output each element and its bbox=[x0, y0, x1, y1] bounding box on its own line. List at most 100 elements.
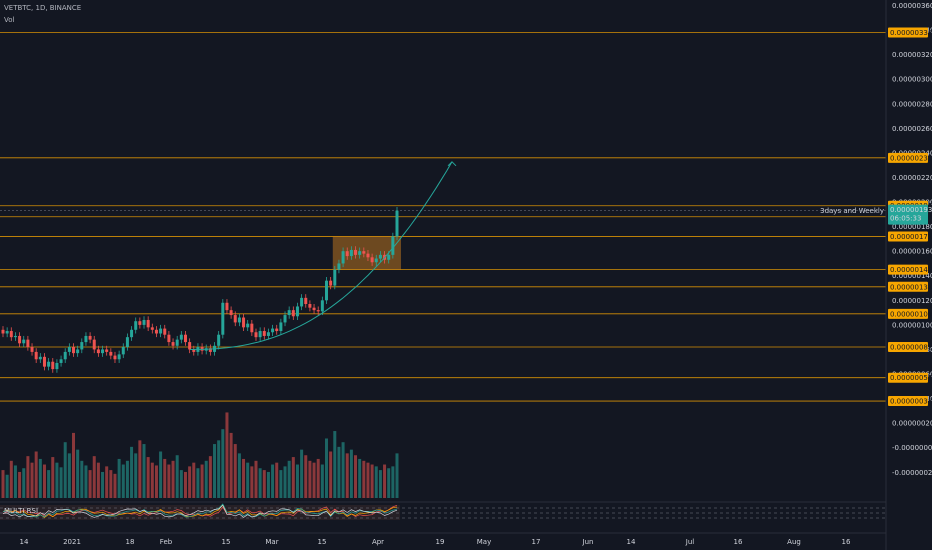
level-badge-bg bbox=[888, 27, 928, 38]
rsi-label: MULTI RSI bbox=[4, 507, 38, 515]
candle bbox=[42, 353, 46, 371]
rsi-line bbox=[2, 503, 398, 518]
price-axis-bg bbox=[886, 0, 932, 550]
candle-body bbox=[225, 302, 229, 311]
candle-body bbox=[92, 339, 96, 350]
volume-bar bbox=[59, 467, 63, 498]
current-price-bg bbox=[888, 204, 928, 225]
candle-body bbox=[67, 346, 71, 352]
candle bbox=[80, 338, 84, 354]
volume-bar bbox=[262, 470, 266, 498]
candle-body bbox=[80, 342, 84, 350]
candle bbox=[349, 246, 353, 260]
candle-body bbox=[308, 304, 312, 308]
candle-body bbox=[175, 339, 179, 346]
candle bbox=[250, 319, 254, 336]
candle bbox=[55, 359, 59, 373]
candle bbox=[308, 300, 312, 312]
volume-bar bbox=[67, 453, 71, 498]
candle-body bbox=[171, 342, 175, 346]
volume-bar bbox=[358, 458, 362, 498]
volume-bar bbox=[341, 442, 345, 498]
volume-bar bbox=[196, 468, 200, 498]
volume-bar bbox=[138, 440, 142, 498]
candle-body bbox=[192, 349, 196, 352]
candle-body bbox=[200, 346, 204, 351]
level-badge-label: 0.00000057 bbox=[890, 374, 932, 382]
volume-bar bbox=[254, 460, 258, 498]
candle-body bbox=[395, 210, 399, 237]
horizontal-levels bbox=[0, 32, 886, 402]
volume-bar bbox=[88, 470, 92, 498]
volume-bar bbox=[142, 444, 146, 498]
volume-bar bbox=[308, 460, 312, 498]
candle bbox=[121, 343, 125, 359]
candle-body bbox=[246, 323, 250, 328]
volume-bar bbox=[63, 442, 67, 498]
candle-body bbox=[345, 251, 349, 257]
volume-bar bbox=[362, 460, 366, 498]
candle-body bbox=[30, 346, 34, 352]
candle-body bbox=[51, 361, 55, 370]
volume-bar bbox=[208, 456, 212, 498]
candle bbox=[192, 345, 196, 356]
volume-bar bbox=[383, 464, 387, 498]
candle bbox=[175, 335, 179, 350]
candle bbox=[109, 348, 113, 360]
candle bbox=[105, 345, 109, 356]
candle-body bbox=[72, 346, 76, 354]
candle bbox=[266, 328, 270, 340]
volume-bar bbox=[370, 464, 374, 498]
candle bbox=[366, 249, 370, 262]
x-tick-label: Jul bbox=[685, 538, 695, 546]
volume-bar bbox=[233, 444, 237, 498]
volume-bar bbox=[22, 468, 26, 498]
volume-bar bbox=[271, 464, 275, 498]
volume-bar bbox=[329, 451, 333, 498]
candle-body bbox=[117, 354, 121, 360]
time-axis: 14 2021 18 Feb 15 Mar 15 Apr 19 May 17 Jun 14 Jul 16 Au… bbox=[0, 532, 886, 546]
volume-bar bbox=[287, 460, 291, 498]
candle bbox=[345, 247, 349, 260]
candle-body bbox=[208, 348, 212, 352]
candle-body bbox=[26, 339, 30, 347]
annotation-label: 3days and Weekly bbox=[820, 207, 884, 215]
candle-body bbox=[266, 332, 270, 336]
candle bbox=[395, 206, 399, 241]
volume-bar bbox=[121, 464, 125, 498]
y-tick-label: -0.00000000 bbox=[892, 444, 932, 452]
candle-body bbox=[287, 310, 291, 316]
volume-bar bbox=[26, 456, 30, 498]
y-tick-label: 0.00000160 bbox=[892, 248, 932, 256]
parabolic-curve bbox=[189, 161, 457, 350]
level-badge: 0.00000131 bbox=[888, 281, 932, 292]
volume-bar bbox=[291, 457, 295, 498]
candle-body bbox=[262, 331, 266, 336]
y-tick-label: 0.00000120 bbox=[892, 297, 932, 305]
candle-body bbox=[96, 349, 100, 354]
volume-bar bbox=[225, 412, 229, 498]
volume-bar bbox=[113, 473, 117, 498]
candle bbox=[30, 343, 34, 356]
volume-bar bbox=[47, 470, 51, 498]
x-tick-label: Aug bbox=[787, 538, 801, 546]
volume-bar bbox=[337, 446, 341, 498]
candle bbox=[92, 335, 96, 354]
volume-bar bbox=[279, 470, 283, 498]
candle-body bbox=[271, 328, 275, 333]
volume-bar bbox=[275, 462, 279, 498]
candle-body bbox=[279, 322, 283, 332]
volume-bar bbox=[295, 464, 299, 498]
level-badge-bg bbox=[888, 152, 928, 163]
volume-bar bbox=[354, 455, 358, 498]
candle-body bbox=[258, 331, 262, 338]
candle bbox=[63, 348, 67, 363]
volume-bar bbox=[117, 458, 121, 498]
candle-body bbox=[254, 332, 258, 338]
rsi-pane: MULTI RSI bbox=[0, 501, 886, 520]
candle bbox=[163, 324, 167, 339]
candle-body bbox=[283, 315, 287, 323]
volume-bar bbox=[200, 464, 204, 498]
level-badge-bg bbox=[888, 231, 928, 242]
